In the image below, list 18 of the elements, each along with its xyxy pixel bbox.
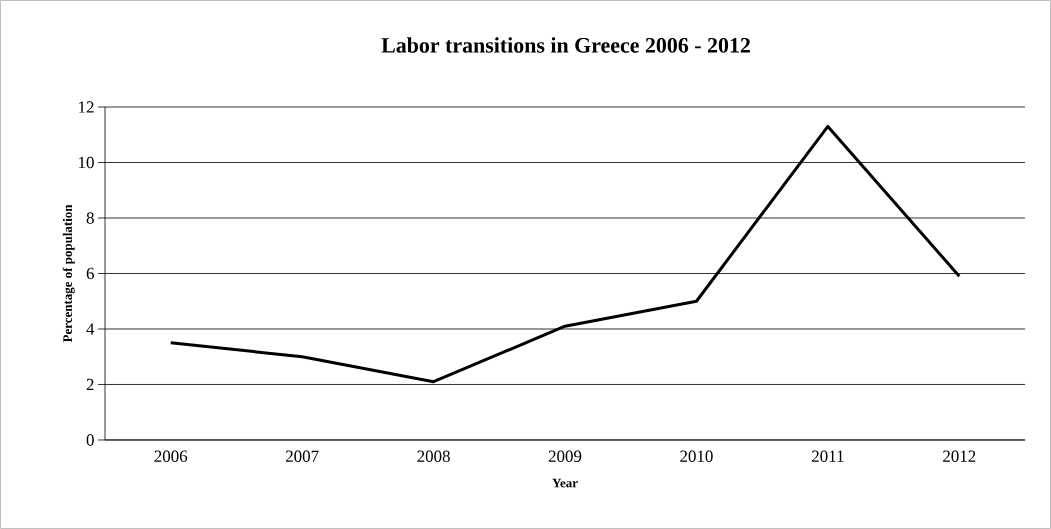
x-tick-label: 2008 [417, 450, 450, 462]
y-tick-label: 10 [79, 156, 94, 169]
y-tick-label: 2 [86, 378, 94, 391]
x-tick-label: 2011 [812, 450, 844, 462]
x-tick-label: 2012 [943, 450, 976, 462]
x-tick-label: 2010 [680, 450, 713, 462]
chart-title: Labor transitions in Greece 2006 - 2012 [381, 37, 750, 53]
x-axis-title: Year [552, 478, 578, 488]
y-axis-title: Percentage of population [62, 204, 75, 343]
line-series [169, 124, 961, 384]
y-tick-label: 4 [86, 323, 95, 335]
y-tick-label: 12 [79, 101, 94, 113]
x-tick-label: 2009 [548, 450, 582, 462]
y-tick-label: 8 [86, 212, 94, 224]
x-tick-label: 2007 [285, 450, 319, 462]
y-tick-label: 6 [86, 267, 94, 280]
x-tick-label: 2006 [154, 450, 188, 462]
y-tick-label: 0 [86, 434, 94, 446]
